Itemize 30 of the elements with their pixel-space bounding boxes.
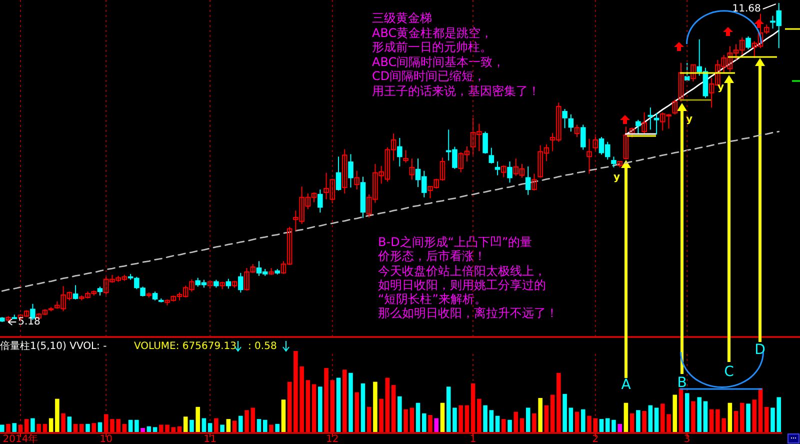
annotation: C [724, 364, 734, 380]
annotation: “短阴长柱”来解析。 [378, 292, 486, 306]
x-tick-label: 11 [204, 434, 216, 444]
annotation: 如明日收阳，则用姚工分享过的 [378, 278, 546, 292]
x-tick-label: 2 [592, 434, 599, 444]
annotation: y [613, 172, 620, 183]
annotation: ABC间隔时间基本一致， [372, 55, 505, 69]
x-tick-label: 2014年 [2, 433, 38, 444]
annotation: 用王子的话来说，基因密集了！ [372, 84, 540, 98]
annotation: 5.18 [18, 316, 40, 328]
x-tick-label: 3 [684, 434, 690, 444]
annotation: 倍量柱1(5,10) VVOL: - [0, 340, 108, 352]
annotation: B [677, 375, 687, 391]
annotation: CD间隔时间已缩短， [372, 69, 486, 83]
annotation: 价形态，后市看涨！ [377, 249, 486, 263]
annotation: 11.68 [732, 4, 761, 15]
x-tick-label: 10 [100, 434, 112, 444]
annotation: D [754, 342, 766, 358]
annotation: VOLUME: 675679.13 [134, 341, 236, 352]
annotation: ABC黄金柱都是跳空， [372, 26, 493, 40]
annotation: 三级黄金梯 [372, 11, 432, 25]
annotation: y [717, 82, 724, 93]
annotation: : 0.58 [248, 341, 277, 352]
annotation: 那么如明日收阳，离拉升不远了！ [378, 306, 558, 320]
annotation: y [686, 114, 693, 125]
annotation: 今天收盘价站上倍阳太极线上， [378, 264, 546, 278]
annotation: 形成前一日的元帅柱。 [372, 40, 492, 54]
x-tick-label: 12 [326, 434, 339, 444]
annotation: B-D之间形成“上凸下凹”的量 [378, 235, 532, 249]
annotation: A [621, 377, 632, 393]
